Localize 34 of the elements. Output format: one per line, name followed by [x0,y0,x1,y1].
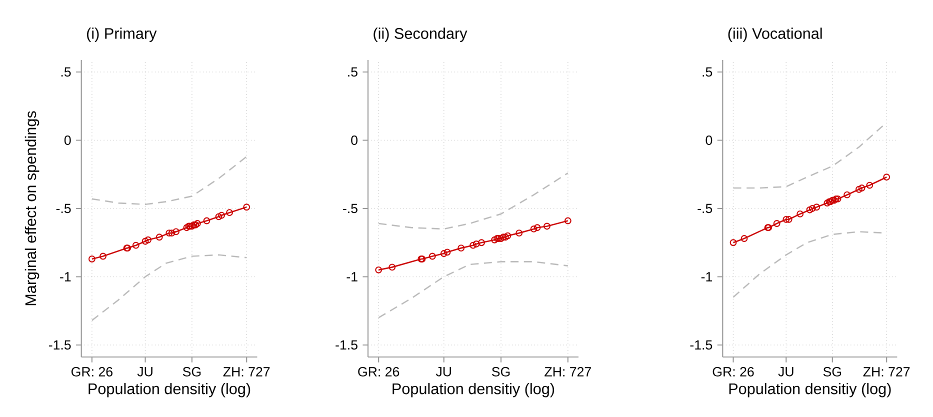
y-tick-label: 0 [351,136,358,145]
y-tick-label: 0 [64,136,71,145]
x-tick-label: JU [436,367,452,376]
y-tick-label: 0 [706,136,712,145]
y-tick-label: -.5 [56,204,71,214]
chart-title: (i) Primary [86,28,157,42]
y-tick-label: -1 [60,272,71,282]
x-tick-label: GR: 26 [712,367,754,376]
y-tick-label: -1 [346,272,358,282]
y-tick-label: -1.5 [690,340,712,350]
y-tick-label: -1 [701,272,712,282]
x-tick-label: GR: 26 [358,367,400,376]
chart-title: (iii) Vocational [728,28,822,42]
x-axis-title: Population densitiy (log) [88,382,250,398]
y-tick-label: -.5 [343,204,358,214]
x-tick-label: ZH: 727 [223,367,270,376]
x-tick-label: SG [182,367,201,376]
x-axis-title: Population densitiy (log) [392,382,554,398]
x-tick-label: SG [492,367,510,376]
x-axis-title: Population densitiy (log) [729,382,891,398]
y-tick-label: .5 [702,67,712,77]
y-axis-title: Marginal effect on spendings [24,111,40,306]
chart-title: (ii) Secondary [374,28,468,42]
y-tick-label: .5 [348,67,358,77]
y-tick-label: -.5 [698,204,712,214]
x-tick-label: JU [778,367,794,376]
x-tick-label: JU [137,367,152,376]
x-tick-label: ZH: 727 [863,367,910,376]
y-tick-label: -1.5 [48,340,71,350]
x-tick-label: SG [823,367,842,376]
y-tick-label: -1.5 [336,340,358,350]
x-tick-label: ZH: 727 [544,367,591,376]
y-tick-label: .5 [61,67,71,77]
x-tick-label: GR: 26 [71,367,112,376]
